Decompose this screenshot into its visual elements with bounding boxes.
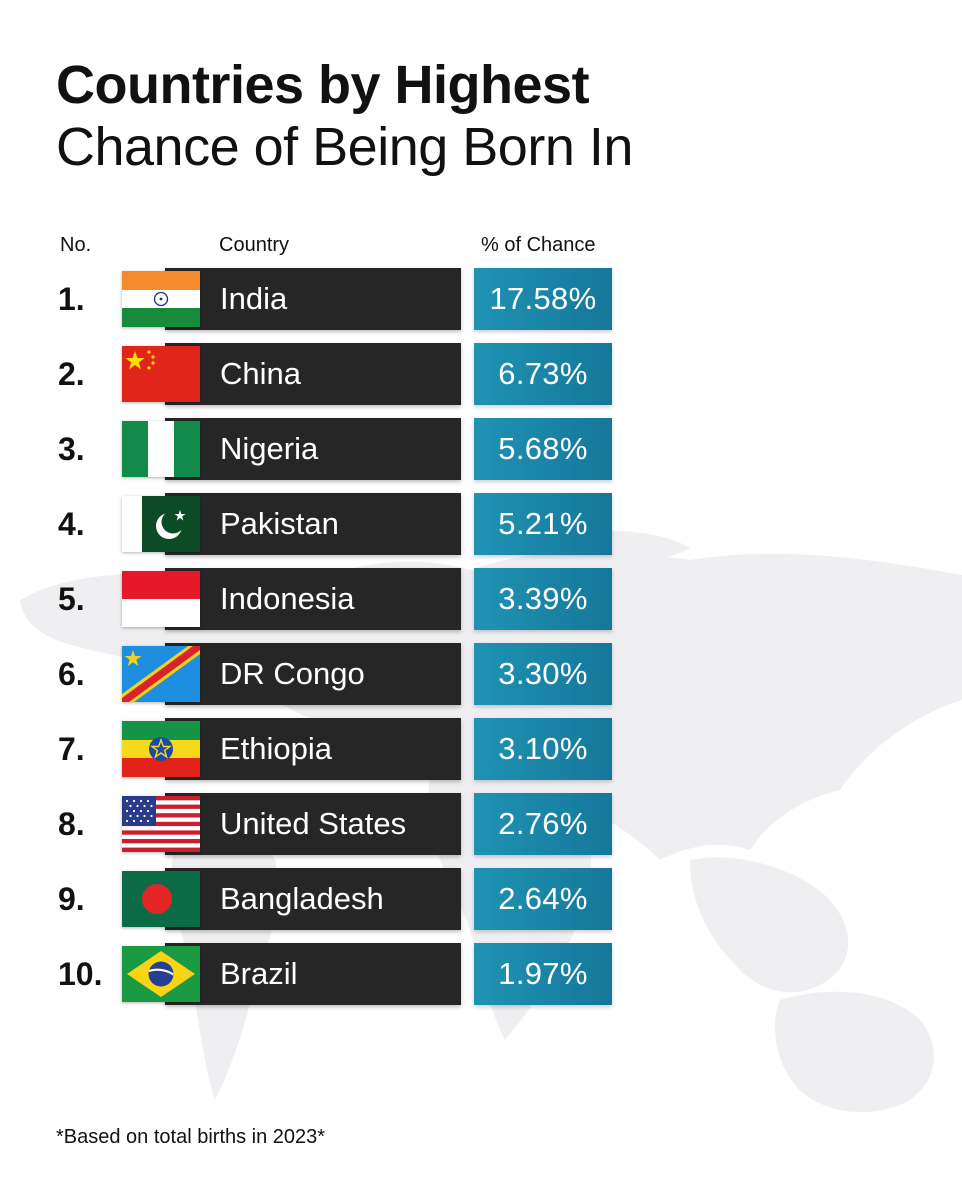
country-name: India <box>220 281 288 316</box>
pct-value: 2.64% <box>498 881 588 916</box>
pct-value: 2.76% <box>498 806 588 841</box>
country-name: Nigeria <box>220 431 319 466</box>
rank-number: 9. <box>58 881 85 917</box>
pct-bar: 5.68% <box>474 418 612 480</box>
table-row: 2. China 6.73% <box>0 343 962 405</box>
table-row: 10. Brazil 1.97% <box>0 943 962 1005</box>
pct-value: 6.73% <box>498 356 588 391</box>
rank-number: 7. <box>58 731 85 767</box>
pct-bar: 2.64% <box>474 868 612 930</box>
rank-number: 5. <box>58 581 85 617</box>
pct-value: 3.39% <box>498 581 588 616</box>
pct-value: 3.30% <box>498 656 588 691</box>
country-name: Indonesia <box>220 581 355 616</box>
country-name-bar: Indonesia <box>165 568 461 630</box>
country-name: DR Congo <box>220 656 365 691</box>
table-row: 4. Pakistan 5.21% <box>0 493 962 555</box>
pct-bar: 3.39% <box>474 568 612 630</box>
country-name-bar: United States <box>165 793 461 855</box>
country-name-bar: India <box>165 268 461 330</box>
rank-number: 10. <box>58 956 103 992</box>
nigeria-flag-icon <box>122 421 200 477</box>
pct-value: 1.97% <box>498 956 588 991</box>
country-name-bar: Pakistan <box>165 493 461 555</box>
country-name: Brazil <box>220 956 298 991</box>
table-row: 3. Nigeria 5.68% <box>0 418 962 480</box>
dr-congo-flag-icon <box>122 646 200 702</box>
column-header-no: No. <box>60 234 92 256</box>
rank-number: 1. <box>58 281 85 317</box>
country-name: China <box>220 356 301 391</box>
country-name-bar: Bangladesh <box>165 868 461 930</box>
rank-number: 4. <box>58 506 85 542</box>
page-title-line-1: Countries by Highest <box>56 55 590 115</box>
country-name-bar: Nigeria <box>165 418 461 480</box>
country-name-bar: DR Congo <box>165 643 461 705</box>
rank-number: 8. <box>58 806 85 842</box>
rank-number: 2. <box>58 356 85 392</box>
pct-bar: 2.76% <box>474 793 612 855</box>
pct-value: 17.58% <box>489 281 597 316</box>
footnote: *Based on total births in 2023* <box>56 1126 326 1148</box>
table-row: 7. Ethiopia 3.10% <box>0 718 962 780</box>
pct-bar: 1.97% <box>474 943 612 1005</box>
pct-bar: 3.10% <box>474 718 612 780</box>
pct-value: 5.68% <box>498 431 588 466</box>
indonesia-flag-icon <box>122 571 200 627</box>
table-row: 8. United States 2.76% <box>0 793 962 855</box>
column-header-pct: % of Chance <box>481 234 596 256</box>
map-landmass-asia-islands <box>690 857 849 993</box>
rank-number: 6. <box>58 656 85 692</box>
table-row: 6. DR Congo 3.30% <box>0 643 962 705</box>
country-name: United States <box>220 806 407 841</box>
page-title-line-2: Chance of Being Born In <box>56 117 633 177</box>
map-landmass-australia <box>775 991 934 1113</box>
pct-bar: 17.58% <box>474 268 612 330</box>
table-row: 9. Bangladesh 2.64% <box>0 868 962 930</box>
pct-bar: 5.21% <box>474 493 612 555</box>
bangladesh-flag-icon <box>122 871 200 927</box>
country-name-bar: Ethiopia <box>165 718 461 780</box>
table-row: 1. India 17.58% <box>0 268 962 330</box>
pakistan-flag-icon <box>122 496 200 552</box>
rank-number: 3. <box>58 431 85 467</box>
country-name-bar: Brazil <box>165 943 461 1005</box>
country-name: Pakistan <box>220 506 339 541</box>
pct-bar: 6.73% <box>474 343 612 405</box>
united-states-flag-icon <box>122 796 200 852</box>
country-name-bar: China <box>165 343 461 405</box>
pct-value: 3.10% <box>498 731 588 766</box>
pct-value: 5.21% <box>498 506 588 541</box>
pct-bar: 3.30% <box>474 643 612 705</box>
country-name: Ethiopia <box>220 731 333 766</box>
india-flag-icon <box>122 271 200 327</box>
table-row: 5. Indonesia 3.39% <box>0 568 962 630</box>
column-header-country: Country <box>219 234 290 256</box>
brazil-flag-icon <box>122 946 200 1002</box>
china-flag-icon <box>122 346 200 402</box>
ethiopia-flag-icon <box>122 721 200 777</box>
country-name: Bangladesh <box>220 881 384 916</box>
